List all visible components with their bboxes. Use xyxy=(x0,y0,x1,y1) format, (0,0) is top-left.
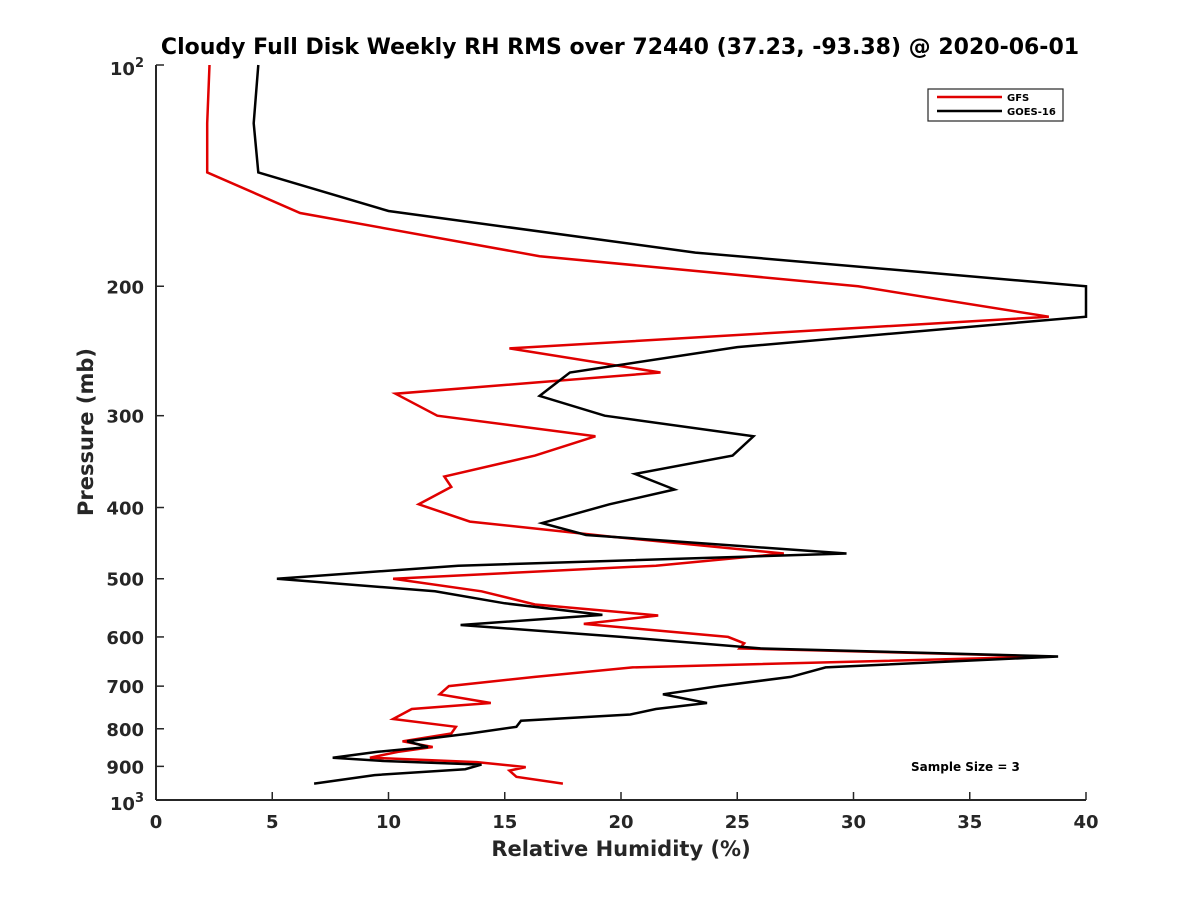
y-axis-label: Pressure (mb) xyxy=(74,348,98,516)
legend-box xyxy=(927,88,1064,122)
y-axis-ticks: 102 200 300 400 500 600 700 800 900 103 xyxy=(106,56,164,815)
y-tick-label: 900 xyxy=(106,757,144,778)
chart-title: Cloudy Full Disk Weekly RH RMS over 7244… xyxy=(161,35,1079,60)
x-tick-label: 35 xyxy=(957,812,982,833)
x-tick-label: 15 xyxy=(492,812,517,833)
x-tick-label: 10 xyxy=(376,812,401,833)
y-tick-label: 300 xyxy=(106,407,144,428)
y-tick-label: 103 xyxy=(110,791,144,815)
legend-label-gfs: GFS xyxy=(1007,93,1029,104)
sample-size-annotation: Sample Size = 3 xyxy=(911,760,1020,774)
legend: GFS GOES-16 xyxy=(927,88,1064,122)
x-tick-label: 0 xyxy=(150,812,163,833)
legend-label-goes16: GOES-16 xyxy=(1007,107,1056,118)
x-axis-ticks: 0 5 10 15 20 25 30 35 40 xyxy=(150,792,1099,833)
y-tick-label: 200 xyxy=(106,277,144,298)
x-tick-label: 40 xyxy=(1073,812,1098,833)
y-tick-label: 102 xyxy=(110,56,144,80)
x-tick-label: 5 xyxy=(266,812,279,833)
y-tick-label: 400 xyxy=(106,499,144,520)
series-line-goes16 xyxy=(252,64,1088,785)
x-axis-label: Relative Humidity (%) xyxy=(491,837,750,861)
y-tick-label: 700 xyxy=(106,677,144,698)
x-tick-label: 20 xyxy=(608,812,633,833)
y-tick-label: 800 xyxy=(106,720,144,741)
x-tick-label: 30 xyxy=(841,812,866,833)
series-layer xyxy=(205,64,1088,785)
y-tick-label: 500 xyxy=(106,570,144,591)
x-tick-label: 25 xyxy=(725,812,750,833)
y-tick-label: 600 xyxy=(106,628,144,649)
